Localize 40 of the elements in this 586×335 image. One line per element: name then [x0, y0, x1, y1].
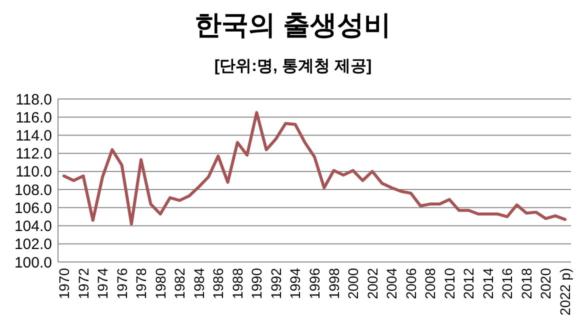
- x-tick-label: 1996: [306, 268, 322, 300]
- x-tick-label: 2002: [364, 268, 380, 300]
- y-tick-label: 116.0: [16, 109, 52, 126]
- y-tick-label: 108.0: [14, 182, 52, 199]
- x-tick-label: 2014: [480, 268, 496, 300]
- x-tick-label: 1998: [326, 268, 342, 300]
- x-tick-label: 2000: [345, 268, 362, 300]
- y-tick-label: 100.0: [14, 254, 52, 272]
- y-tick-label: 106.0: [14, 200, 52, 217]
- x-tick-label: 1970: [56, 268, 72, 300]
- x-tick-label: 1982: [172, 268, 188, 300]
- chart-subtitle: [단위:명, 통계청 제공]: [214, 58, 372, 75]
- x-tick-label: 1972: [75, 268, 92, 300]
- x-tick-label: 1990: [248, 268, 265, 300]
- x-tick-label: 2004: [384, 268, 400, 300]
- x-tick-label: 2010: [441, 268, 458, 300]
- x-tick-label: 1994: [287, 268, 304, 300]
- x-tick-label: 1986: [210, 268, 226, 300]
- y-tick-label: 104.0: [14, 218, 52, 236]
- x-tick-label: 1978: [133, 268, 150, 300]
- line-series: [62, 111, 566, 226]
- y-tick-label: 114.0: [16, 127, 52, 144]
- x-tick-label: 2006: [402, 268, 419, 300]
- y-tick-label: 112.0: [16, 146, 52, 163]
- x-tick-label: 2020: [538, 268, 554, 300]
- chart-title: 한국의 출생성비: [194, 10, 392, 40]
- y-tick-label: 110.0: [16, 164, 52, 181]
- x-tick-label: 1984: [190, 268, 207, 300]
- x-tick-label: 1992: [268, 268, 284, 300]
- x-tick-label: 2012: [460, 268, 477, 300]
- x-tick-label: 2008: [422, 268, 438, 300]
- x-tick-label: 2018: [518, 268, 534, 300]
- y-tick-label: 118.0: [16, 91, 52, 108]
- x-tick-label: 1980: [152, 268, 168, 300]
- x-tick-label: 1988: [229, 268, 246, 300]
- x-tick-label: 1976: [114, 268, 130, 300]
- x-tick-label: 2016: [499, 268, 516, 300]
- y-tick-label: 102.0: [14, 236, 52, 254]
- x-tick-label: 2022 p): [557, 268, 573, 316]
- x-tick-label: 1974: [94, 268, 111, 300]
